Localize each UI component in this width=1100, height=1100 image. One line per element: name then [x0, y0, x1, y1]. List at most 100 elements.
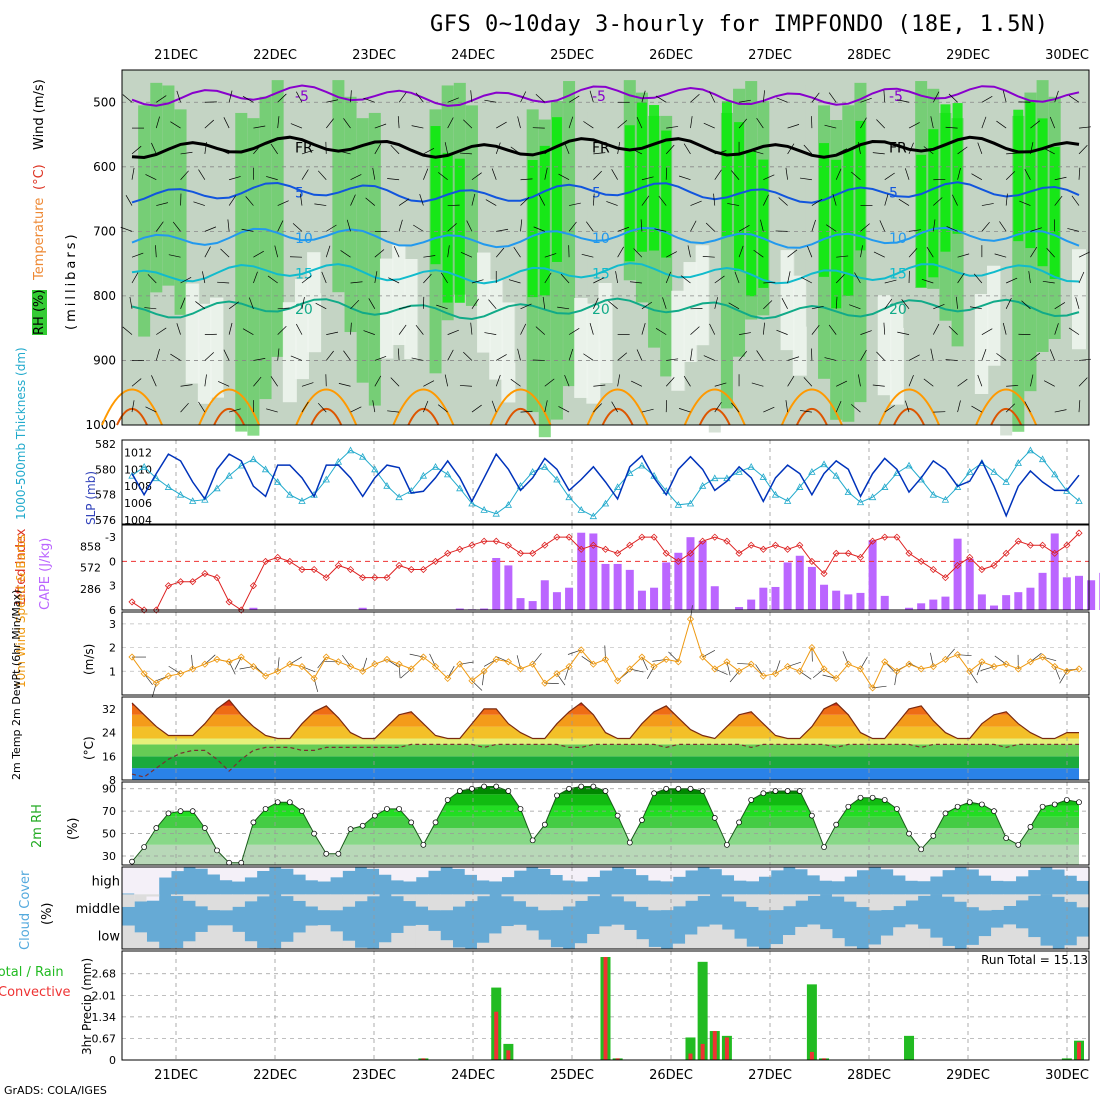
- wind-barb: [703, 355, 715, 361]
- rh2m-point: [1039, 803, 1046, 810]
- wind-barb: [253, 271, 258, 284]
- cloud-high-clear: [746, 867, 760, 882]
- rh2m-label: 2m RH: [30, 804, 45, 848]
- rh-moist-core: [721, 101, 732, 237]
- date-label-top: 25DEC: [550, 48, 594, 63]
- cloud-mid-clear: [440, 894, 453, 911]
- wind10m-point: [261, 672, 270, 680]
- li-point: [480, 537, 488, 545]
- wind-barb: [350, 299, 360, 310]
- wind-barb: [904, 400, 910, 413]
- wind-barb: [593, 170, 602, 180]
- cape-tick: 286: [80, 583, 101, 596]
- wind-barb: [363, 97, 375, 103]
- wind-barb: [608, 300, 618, 310]
- wind-barb: [1078, 251, 1090, 258]
- wind-barb: [463, 351, 473, 361]
- cape-bar: [516, 598, 525, 610]
- cloud-mid-clear: [134, 894, 147, 902]
- thickness-point: [589, 512, 598, 520]
- wind-barb: [423, 147, 435, 155]
- cloud-mid-clear: [648, 894, 662, 911]
- li-tick: 6: [109, 604, 116, 617]
- cloud-high-clear: [721, 867, 735, 876]
- wind-barb: [372, 167, 376, 180]
- slp-tick: 1012: [124, 446, 152, 459]
- li-point: [359, 574, 367, 582]
- rh2m-point: [760, 790, 767, 797]
- contour-label: 10: [889, 231, 907, 247]
- wind-barb: [223, 349, 230, 361]
- thickness-point: [565, 493, 573, 501]
- cloud-high-clear: [1027, 867, 1041, 871]
- cloud-high-clear: [1052, 867, 1066, 870]
- wind10m-line: [131, 617, 1080, 689]
- cloud-high-clear: [256, 867, 270, 872]
- rh-column: [332, 80, 345, 293]
- wind-barb: [301, 169, 309, 180]
- wind-barb: [583, 353, 594, 361]
- rh2m-point: [699, 788, 706, 794]
- cape-tick: 572: [80, 562, 101, 575]
- wind-barb: [957, 146, 968, 155]
- cloud-low-clear: [170, 947, 184, 949]
- wind-barb: [253, 358, 266, 361]
- rh2m-point: [153, 825, 160, 831]
- rh-moist-core: [1013, 109, 1024, 242]
- wind-barb: [253, 125, 266, 129]
- wind-barb: [728, 302, 740, 310]
- wind-barb: [787, 124, 800, 129]
- rh2m-point: [456, 788, 463, 794]
- cloud-high-clear: [648, 867, 662, 881]
- wind-barb: [776, 97, 788, 103]
- cloud-high-clear: [476, 867, 490, 881]
- wind-barb: [1030, 374, 1034, 387]
- cloud-mid-clear: [391, 894, 405, 897]
- rh2m-point: [541, 821, 548, 828]
- wind-barb: [1030, 246, 1038, 258]
- wind-barb: [346, 219, 351, 232]
- rh2m-band: [132, 844, 1079, 865]
- millibars-label: (millibars): [64, 231, 79, 330]
- thickness-point: [1038, 455, 1047, 463]
- cloud-high-clear: [819, 867, 833, 881]
- contour-label: 20: [592, 302, 610, 318]
- wind-barb: [145, 174, 157, 181]
- wind-barb: [778, 197, 788, 206]
- cloud-low-clear: [379, 942, 392, 949]
- cloud-low-clear: [550, 947, 564, 949]
- cloud-high-clear: [305, 867, 319, 881]
- wind-barb: [1028, 271, 1031, 284]
- rh-dry-core: [1072, 249, 1086, 350]
- wind-barb: [630, 380, 643, 387]
- wind-barb: [593, 384, 606, 387]
- cape-bar: [747, 599, 756, 610]
- wind-barb: [229, 176, 241, 181]
- cloud-mid-clear: [525, 894, 539, 907]
- cloud-low-clear: [476, 942, 490, 949]
- li-point: [565, 533, 573, 541]
- wind10m-point: [140, 670, 148, 678]
- dewpoint-line: [131, 743, 1079, 778]
- wind-barb: [266, 176, 278, 181]
- wind-barb: [466, 220, 473, 232]
- date-label-bottom: 27DEC: [748, 1068, 792, 1083]
- wind-barb: [1030, 120, 1041, 129]
- wind-barb: [447, 329, 459, 335]
- wind-barb: [170, 353, 181, 361]
- wind-barb: [326, 224, 337, 232]
- wind-barb: [568, 95, 580, 103]
- contour-label: 5: [592, 186, 601, 202]
- rh-column: [805, 82, 818, 327]
- thickness-point: [783, 497, 792, 504]
- wind-barb: [228, 195, 237, 206]
- wind-barb: [666, 126, 679, 129]
- wind-barb: [860, 245, 863, 258]
- precip-conv-bar: [712, 1031, 717, 1060]
- wind-barb: [1046, 248, 1055, 258]
- wind-barb: [971, 173, 983, 181]
- wind-barb: [301, 382, 314, 387]
- cape-bar: [504, 565, 513, 610]
- temp-band: [132, 705, 1079, 715]
- rh2m-point: [481, 783, 487, 790]
